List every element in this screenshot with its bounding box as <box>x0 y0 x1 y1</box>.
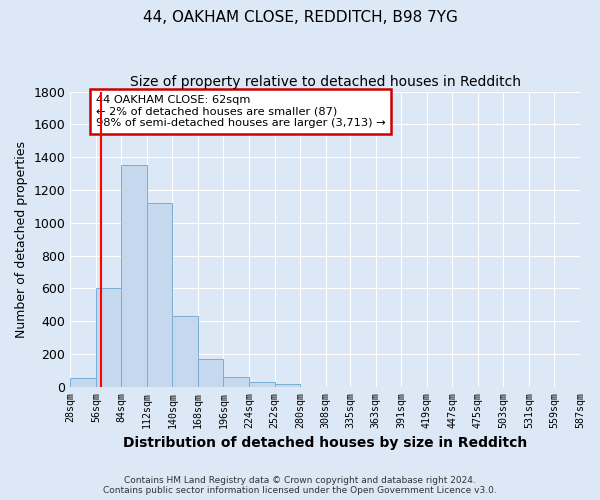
Bar <box>121 166 147 387</box>
Bar <box>96 288 121 387</box>
X-axis label: Distribution of detached houses by size in Redditch: Distribution of detached houses by size … <box>123 436 527 450</box>
Text: 44, OAKHAM CLOSE, REDDITCH, B98 7YG: 44, OAKHAM CLOSE, REDDITCH, B98 7YG <box>143 10 457 25</box>
Text: Contains HM Land Registry data © Crown copyright and database right 2024.
Contai: Contains HM Land Registry data © Crown c… <box>103 476 497 495</box>
Bar <box>249 382 275 387</box>
Bar <box>172 316 198 387</box>
Y-axis label: Number of detached properties: Number of detached properties <box>15 140 28 338</box>
Title: Size of property relative to detached houses in Redditch: Size of property relative to detached ho… <box>130 75 521 89</box>
Bar <box>147 203 172 387</box>
Bar <box>198 359 223 387</box>
Text: 44 OAKHAM CLOSE: 62sqm
← 2% of detached houses are smaller (87)
98% of semi-deta: 44 OAKHAM CLOSE: 62sqm ← 2% of detached … <box>96 95 385 128</box>
Bar <box>223 377 249 387</box>
Bar <box>275 384 300 387</box>
Bar <box>70 378 96 387</box>
